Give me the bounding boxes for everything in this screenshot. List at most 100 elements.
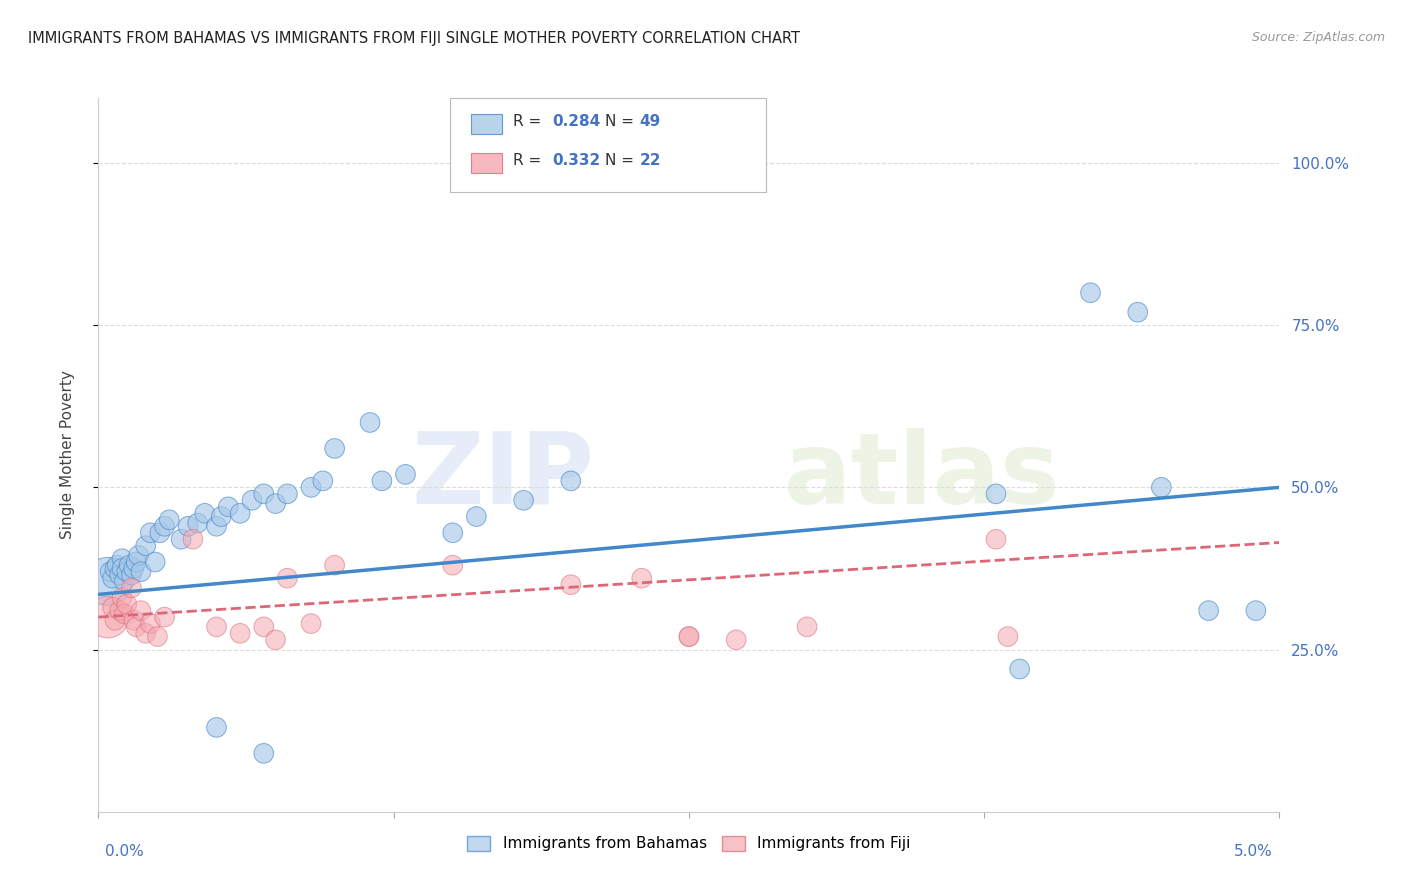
- Point: [441, 525, 464, 540]
- Point: [1198, 604, 1220, 618]
- Point: [129, 604, 152, 618]
- Point: [111, 591, 134, 605]
- Point: [299, 616, 322, 631]
- Point: [111, 561, 134, 575]
- Point: [984, 487, 1007, 501]
- Point: [512, 493, 534, 508]
- Point: [630, 571, 652, 585]
- Point: [678, 630, 700, 644]
- Point: [135, 539, 157, 553]
- Point: [253, 620, 276, 634]
- Point: [1126, 305, 1149, 319]
- Point: [101, 600, 124, 615]
- Point: [1008, 662, 1031, 676]
- Point: [125, 555, 148, 569]
- Point: [205, 720, 228, 734]
- Point: [101, 571, 124, 585]
- Point: [157, 513, 180, 527]
- Text: 0.0%: 0.0%: [105, 845, 145, 859]
- Point: [725, 632, 748, 647]
- Point: [371, 474, 394, 488]
- Point: [112, 607, 135, 621]
- Point: [122, 561, 145, 575]
- Point: [170, 533, 193, 547]
- Point: [112, 574, 135, 589]
- Point: [323, 558, 346, 573]
- Point: [229, 626, 252, 640]
- Point: [143, 555, 166, 569]
- Point: [121, 581, 143, 595]
- Text: 0.284: 0.284: [553, 114, 600, 128]
- Point: [115, 597, 138, 611]
- Point: [264, 497, 287, 511]
- Text: Source: ZipAtlas.com: Source: ZipAtlas.com: [1251, 31, 1385, 45]
- Point: [276, 487, 298, 501]
- Point: [205, 620, 228, 634]
- Point: [217, 500, 239, 514]
- Point: [108, 568, 131, 582]
- Point: [984, 533, 1007, 547]
- Point: [149, 525, 172, 540]
- Text: 22: 22: [640, 153, 661, 168]
- Point: [253, 487, 276, 501]
- Point: [181, 533, 204, 547]
- Point: [465, 509, 488, 524]
- Point: [312, 474, 335, 488]
- Point: [97, 574, 120, 589]
- Point: [125, 620, 148, 634]
- Point: [253, 747, 276, 761]
- Text: R =: R =: [513, 153, 547, 168]
- Point: [560, 474, 582, 488]
- Text: 49: 49: [640, 114, 661, 128]
- Text: R =: R =: [513, 114, 547, 128]
- Legend: Immigrants from Bahamas, Immigrants from Fiji: Immigrants from Bahamas, Immigrants from…: [461, 830, 917, 857]
- Point: [153, 519, 176, 533]
- Point: [240, 493, 263, 508]
- Point: [441, 558, 464, 573]
- Point: [229, 506, 252, 520]
- Point: [205, 519, 228, 533]
- Text: IMMIGRANTS FROM BAHAMAS VS IMMIGRANTS FROM FIJI SINGLE MOTHER POVERTY CORRELATIO: IMMIGRANTS FROM BAHAMAS VS IMMIGRANTS FR…: [28, 31, 800, 46]
- Point: [146, 630, 169, 644]
- Point: [139, 616, 162, 631]
- Point: [139, 525, 162, 540]
- Y-axis label: Single Mother Poverty: Single Mother Poverty: [60, 370, 75, 540]
- Text: 5.0%: 5.0%: [1233, 845, 1272, 859]
- Point: [187, 516, 209, 530]
- Point: [1150, 480, 1173, 494]
- Text: 0.332: 0.332: [553, 153, 600, 168]
- Point: [359, 416, 381, 430]
- Point: [394, 467, 416, 482]
- Point: [796, 620, 818, 634]
- Point: [177, 519, 200, 533]
- Point: [121, 568, 143, 582]
- Point: [128, 549, 150, 563]
- Point: [129, 565, 152, 579]
- Point: [135, 626, 157, 640]
- Point: [98, 565, 121, 579]
- Point: [118, 558, 141, 573]
- Text: N =: N =: [605, 153, 638, 168]
- Point: [97, 610, 120, 624]
- Point: [122, 613, 145, 627]
- Point: [1244, 604, 1267, 618]
- Point: [115, 565, 138, 579]
- Point: [104, 613, 127, 627]
- Point: [108, 604, 131, 618]
- Text: ZIP: ZIP: [412, 428, 595, 524]
- Point: [323, 442, 346, 456]
- Text: atlas: atlas: [783, 428, 1060, 524]
- Point: [153, 610, 176, 624]
- Point: [678, 630, 700, 644]
- Text: N =: N =: [605, 114, 638, 128]
- Point: [560, 577, 582, 591]
- Point: [104, 561, 127, 575]
- Point: [1080, 285, 1102, 300]
- Point: [276, 571, 298, 585]
- Point: [299, 480, 322, 494]
- Point: [194, 506, 217, 520]
- Point: [111, 551, 134, 566]
- Point: [997, 630, 1019, 644]
- Point: [105, 558, 128, 573]
- Point: [264, 632, 287, 647]
